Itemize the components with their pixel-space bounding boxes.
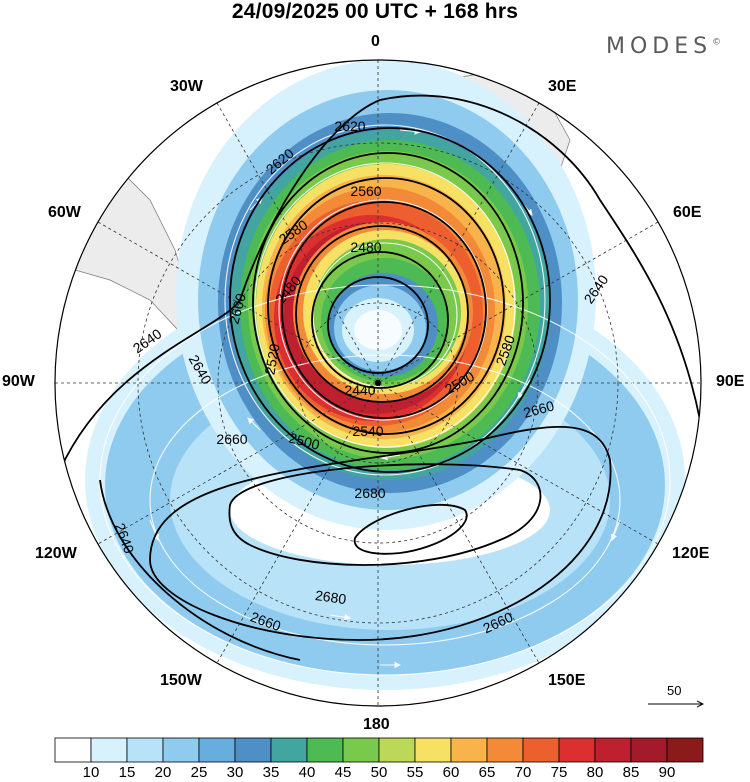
- colorbar-label: 50: [370, 764, 388, 781]
- contour-label: 2540: [352, 423, 383, 439]
- colorbar-swatch: [558, 737, 596, 763]
- contour-label: 2440: [344, 382, 375, 398]
- colorbar-swatch: [342, 737, 380, 763]
- colorbar-label: 80: [586, 764, 604, 781]
- vector-reference-value: 50: [667, 683, 682, 698]
- lon-label-0: 0: [371, 33, 380, 50]
- colorbar-swatch: [414, 737, 452, 763]
- lon-label-90w: 90W: [2, 373, 35, 390]
- colorbar-label: 35: [262, 764, 280, 781]
- colorbar-swatch: [270, 737, 308, 763]
- colorbar-label: 75: [550, 764, 568, 781]
- colorbar-label: 25: [190, 764, 208, 781]
- colorbar-swatch: [378, 737, 416, 763]
- colorbar-label: 65: [478, 764, 496, 781]
- contour-label: 2620: [334, 118, 365, 134]
- colorbar: [54, 737, 704, 763]
- colorbar-swatch: [450, 737, 488, 763]
- colorbar-swatch: [162, 737, 200, 763]
- contour-label: 2600: [225, 291, 249, 325]
- map-boundary: [54, 59, 702, 707]
- colorbar-label: 55: [406, 764, 424, 781]
- colorbar-swatch: [666, 737, 704, 763]
- lon-label-150e: 150E: [548, 672, 586, 689]
- lon-label-60w: 60W: [48, 204, 81, 221]
- colorbar-swatch: [54, 737, 92, 763]
- lon-label-120w: 120W: [35, 545, 77, 562]
- modes-logo: MODES©: [606, 34, 721, 59]
- colorbar-swatch: [594, 737, 632, 763]
- lon-label-30w: 30W: [170, 78, 203, 95]
- colorbar-swatch: [234, 737, 272, 763]
- colorbar-label: 70: [514, 764, 532, 781]
- colorbar-swatch: [126, 737, 164, 763]
- contour-label: 2680: [354, 485, 385, 501]
- colorbar-label: 45: [334, 764, 352, 781]
- colorbar-swatch: [198, 737, 236, 763]
- lon-label-180: 180: [363, 716, 390, 733]
- contour-label: 2480: [350, 239, 381, 255]
- lon-label-60e: 60E: [673, 204, 702, 221]
- lon-label-30e: 30E: [548, 78, 577, 95]
- colorbar-swatch: [90, 737, 128, 763]
- contour-label: 2660: [522, 397, 556, 421]
- pole-marker: [375, 380, 381, 386]
- brand-name: MODES: [606, 34, 713, 59]
- contour-label: 2560: [350, 183, 381, 199]
- colorbar-label: 20: [154, 764, 172, 781]
- lon-label-90e: 90E: [716, 373, 745, 390]
- colorbar-label: 60: [442, 764, 460, 781]
- contour-label: 2500: [287, 429, 321, 453]
- lon-label-150w: 150W: [160, 672, 202, 689]
- colorbar-label: 85: [622, 764, 640, 781]
- colorbar-label: 90: [658, 764, 676, 781]
- copyright-mark: ©: [712, 37, 722, 48]
- map-title: 24/09/2025 00 UTC + 168 hrs: [231, 0, 519, 23]
- colorbar-label: 40: [298, 764, 316, 781]
- height-contours: [59, 94, 701, 661]
- colorbar-swatch: [306, 737, 344, 763]
- colorbar-label: 15: [118, 764, 136, 781]
- lon-label-120e: 120E: [672, 545, 710, 562]
- contour-label: 2660: [216, 431, 247, 447]
- colorbar-swatch: [522, 737, 560, 763]
- contour-label: 2680: [314, 587, 347, 607]
- contour-label: 2520: [261, 342, 282, 376]
- colorbar-swatch: [486, 737, 524, 763]
- colorbar-label: 30: [226, 764, 244, 781]
- colorbar-swatch: [630, 737, 668, 763]
- colorbar-label: 10: [82, 764, 100, 781]
